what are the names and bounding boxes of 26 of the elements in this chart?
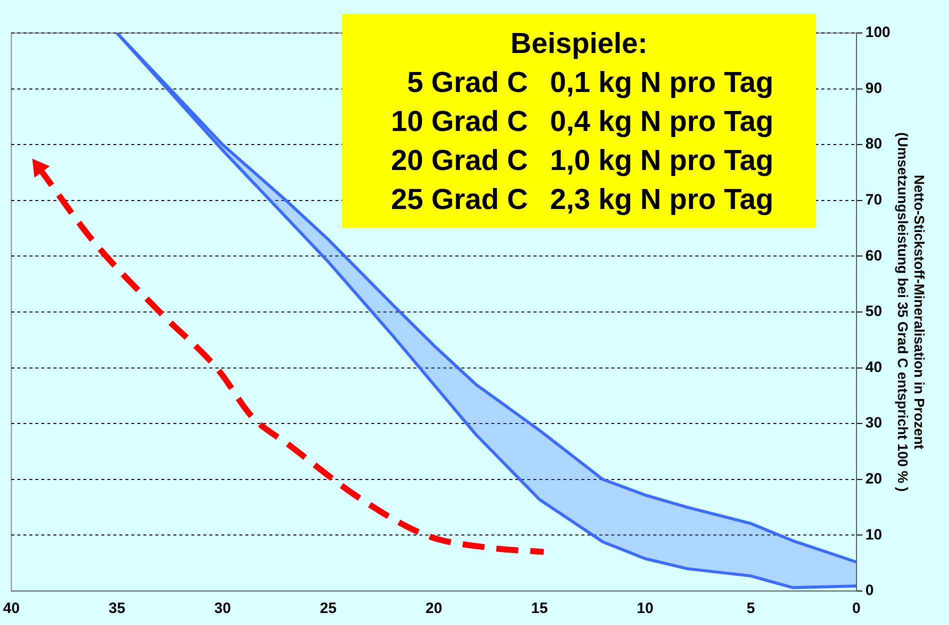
y-tick-label: 100 xyxy=(865,24,890,42)
y-tick-label: 10 xyxy=(865,526,882,544)
x-tick-label: 35 xyxy=(108,600,126,618)
x-tick-label: 5 xyxy=(746,600,755,618)
y-tick-label: 70 xyxy=(865,192,882,209)
annotation: Beispiele: xyxy=(510,27,648,62)
x-tick-label: 10 xyxy=(636,600,654,618)
y-axis-title: Netto-Stickstoff-Mineralisation in Prozent (Umsetzungsleistung bei 35 Grad C entspricht 100 % ) xyxy=(894,132,928,492)
x-tick-label: 20 xyxy=(426,600,442,618)
annotation: 10 Grad C 0,4 kg N pro Tag xyxy=(390,105,774,140)
y-tick-label: 20 xyxy=(865,470,882,488)
annotation: 5 Grad C 0,1 kg N pro Tag xyxy=(406,66,774,101)
x-tick-label: 40 xyxy=(3,600,20,618)
x-tick-label: 0 xyxy=(852,600,861,618)
y-tick-label: 60 xyxy=(865,247,882,264)
y-tick-label: 0 xyxy=(865,582,874,600)
x-tick-label: 30 xyxy=(214,600,231,618)
x-tick-label: 15 xyxy=(531,600,548,618)
y-tick-label: 90 xyxy=(865,80,882,97)
y-tick-label: 40 xyxy=(865,358,882,376)
y-tick-label: 80 xyxy=(865,136,882,153)
annotation: 20 Grad C 1,0 kg N pro Tag xyxy=(390,144,774,179)
y-tick-label: 50 xyxy=(865,303,882,320)
y-tick-label: 30 xyxy=(865,414,882,432)
annotation: 25 Grad C 2,3 kg N pro Tag xyxy=(390,183,774,218)
x-tick-label: 25 xyxy=(320,600,337,618)
